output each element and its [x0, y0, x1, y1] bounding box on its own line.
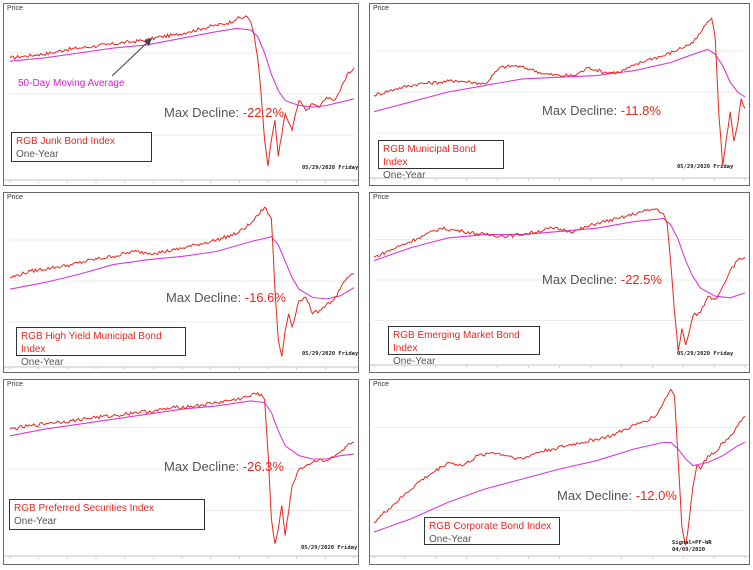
index-period: One-Year — [393, 356, 436, 367]
moving-average-line — [9, 27, 355, 108]
index-name: RGB High Yield Municipal Bond Index — [21, 331, 162, 355]
price-axis-label: Price — [373, 381, 389, 388]
index-period: One-Year — [383, 170, 426, 181]
price-line — [9, 15, 355, 167]
moving-average-line — [9, 400, 355, 460]
date-label: 05/29/2020 Friday — [302, 351, 359, 357]
chart-panel-municipal-bond: Price Max Decline: -11.8% RGB Municipal … — [369, 3, 750, 186]
max-decline-value: -22.2% — [242, 105, 284, 120]
index-name: RGB Emerging Market Bond Index — [393, 330, 520, 354]
max-decline-label: Max Decline: -12.0% — [557, 488, 677, 503]
max-decline-label: Max Decline: -22.2% — [164, 105, 284, 120]
index-name: RGB Corporate Bond Index — [429, 521, 552, 532]
max-decline-prefix: Max Decline: — [166, 290, 245, 305]
index-name-box: RGB Junk Bond Index One-Year — [11, 132, 152, 162]
max-decline-prefix: Max Decline: — [542, 103, 621, 118]
max-decline-value: -22.5% — [620, 272, 662, 287]
max-decline-label: Max Decline: -11.8% — [542, 103, 661, 118]
moving-average-line — [9, 236, 355, 300]
index-name: RGB Municipal Bond Index — [383, 144, 476, 168]
index-period: One-Year — [14, 516, 57, 527]
date-label: 05/29/2020 Friday — [302, 165, 359, 171]
max-decline-value: -16.6% — [244, 290, 286, 305]
price-line — [373, 388, 746, 546]
price-line — [373, 208, 746, 352]
max-decline-value: -12.0% — [635, 488, 677, 503]
index-period: One-Year — [16, 149, 59, 160]
max-decline-prefix: Max Decline: — [542, 272, 621, 287]
annotation-arrow — [111, 37, 153, 77]
chart-plot — [370, 17, 749, 181]
index-name-box: RGB Corporate Bond Index One-Year — [424, 517, 560, 545]
price-axis-label: Price — [373, 5, 389, 12]
price-line — [9, 391, 355, 544]
chart-panel-high-yield-municipal: Price Max Decline: -16.6% RGB High Yield… — [3, 192, 359, 373]
index-name: RGB Junk Bond Index — [16, 136, 115, 147]
max-decline-prefix: Max Decline: — [164, 105, 243, 120]
price-axis-label: Price — [373, 194, 389, 201]
index-name-box: RGB Preferred Securities Index One-Year — [9, 499, 205, 530]
date-label: 05/29/2020 Friday — [301, 545, 358, 551]
max-decline-value: -26.3% — [242, 459, 284, 474]
max-decline-label: Max Decline: -26.3% — [164, 459, 284, 474]
index-period: One-Year — [429, 534, 472, 545]
price-axis-label: Price — [7, 5, 23, 12]
max-decline-label: Max Decline: -22.5% — [542, 272, 662, 287]
date-label: 05/29/2020 Friday — [677, 164, 734, 170]
moving-average-line — [373, 217, 746, 299]
chart-panel-preferred-securities: Price Max Decline: -26.3% RGB Preferred … — [3, 379, 359, 565]
chart-panel-emerging-market-bond: Price Max Decline: -22.5% RGB Emerging M… — [369, 192, 750, 373]
price-line — [10, 206, 355, 357]
chart-plot — [4, 391, 358, 559]
max-decline-label: Max Decline: -16.6% — [166, 290, 286, 305]
max-decline-value: -11.8% — [620, 103, 661, 118]
max-decline-prefix: Max Decline: — [164, 459, 243, 474]
index-name-box: RGB Municipal Bond Index One-Year — [378, 140, 504, 181]
index-name-box: RGB Emerging Market Bond Index One-Year — [388, 326, 540, 367]
index-name-box: RGB High Yield Municipal Bond Index One-… — [16, 327, 186, 368]
date-label: Signal=PF-WR 04/09/2020 — [672, 540, 712, 553]
price-line — [373, 17, 746, 166]
chart-panel-corporate-bond: Price Max Decline: -12.0% RGB Corporate … — [369, 379, 750, 565]
date-label: 05/29/2020 Friday — [677, 351, 734, 357]
chart-plot — [4, 206, 358, 370]
chart-plot — [370, 388, 749, 559]
moving-average-line — [373, 441, 746, 533]
moving-average-annotation: 50-Day Moving Average — [18, 78, 125, 89]
chart-panel-junk-bond: Price 50-Day Moving Average Max Decline:… — [3, 3, 359, 186]
index-period: One-Year — [21, 357, 64, 368]
index-name: RGB Preferred Securities Index — [14, 503, 155, 514]
max-decline-prefix: Max Decline: — [557, 488, 636, 503]
chart-plot — [370, 208, 749, 368]
moving-average-line — [373, 48, 746, 113]
price-axis-label: Price — [7, 381, 23, 388]
annotation-arrowhead — [144, 38, 152, 46]
price-axis-label: Price — [7, 194, 23, 201]
